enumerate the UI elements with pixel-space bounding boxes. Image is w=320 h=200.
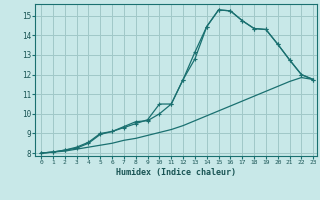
X-axis label: Humidex (Indice chaleur): Humidex (Indice chaleur) bbox=[116, 168, 236, 177]
